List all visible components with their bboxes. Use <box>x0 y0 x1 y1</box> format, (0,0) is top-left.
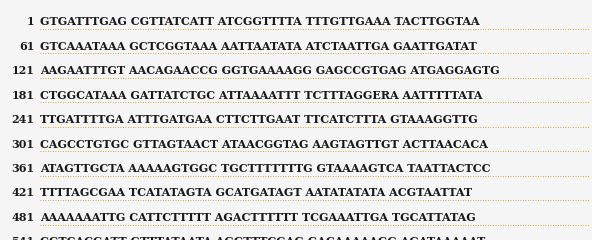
Text: ATAGTTGCTA AAAAAGTGGC TGCTTTTTTTG GTAAAAGTCA TAATTACTCC: ATAGTTGCTA AAAAAGTGGC TGCTTTTTTTG GTAAAA… <box>40 163 491 174</box>
Text: 61: 61 <box>19 41 34 52</box>
Text: 481: 481 <box>11 212 34 223</box>
Text: 121: 121 <box>11 65 34 76</box>
Text: 541: 541 <box>11 236 34 240</box>
Text: 421: 421 <box>11 187 34 198</box>
Text: 241: 241 <box>11 114 34 125</box>
Text: GTCAAATAAA GCTCGGTAAA AATTAATATA ATCTAATTGA GAATTGATAT: GTCAAATAAA GCTCGGTAAA AATTAATATA ATCTAAT… <box>40 41 477 52</box>
Text: TTGATTTTGA ATTTGATGAA CTTCTTGAAT TTCATCTTTA GTAAAGGTTG: TTGATTTTGA ATTTGATGAA CTTCTTGAAT TTCATCT… <box>40 114 478 125</box>
Text: CTGGCATAAA GATTATCTGC ATTAAAATTT TCTTTAGGERA AATTTTTATA: CTGGCATAAA GATTATCTGC ATTAAAATTT TCTTTAG… <box>40 90 482 101</box>
Text: GTGATTTGAG CGTTATCATT ATCGGTTTTA TTTGTTGAAA TACTTGGTAA: GTGATTTGAG CGTTATCATT ATCGGTTTTA TTTGTTG… <box>40 16 480 27</box>
Text: 181: 181 <box>11 90 34 101</box>
Text: 361: 361 <box>11 163 34 174</box>
Text: CAGCCTGTGC GTTAGTAACT ATAACGGTAG AAGTAGTTGT ACTTAACACA: CAGCCTGTGC GTTAGTAACT ATAACGGTAG AAGTAGT… <box>40 138 488 150</box>
Text: 1: 1 <box>27 16 34 27</box>
Text: AAAAAAATTG CATTCTTTTT AGACTTTTTT TCGAAATTGA TGCATTATAG: AAAAAAATTG CATTCTTTTT AGACTTTTTT TCGAAAT… <box>40 212 476 223</box>
Text: 301: 301 <box>11 138 34 150</box>
Text: AAGAATTTGT AACAGAACCG GGTGAAAAGG GAGCCGTGAG ATGAGGAGTG: AAGAATTTGT AACAGAACCG GGTGAAAAGG GAGCCGT… <box>40 65 500 76</box>
Text: TTTTAGCGAA TCATATAGTA GCATGATAGT AATATATATA ACGTAATTAT: TTTTAGCGAA TCATATAGTA GCATGATAGT AATATAT… <box>40 187 472 198</box>
Text: CGTCACGATT GTTTATAATA AGGTTTCGAG GACAAAAAGG AGATAAAAAT: CGTCACGATT GTTTATAATA AGGTTTCGAG GACAAAA… <box>40 236 485 240</box>
